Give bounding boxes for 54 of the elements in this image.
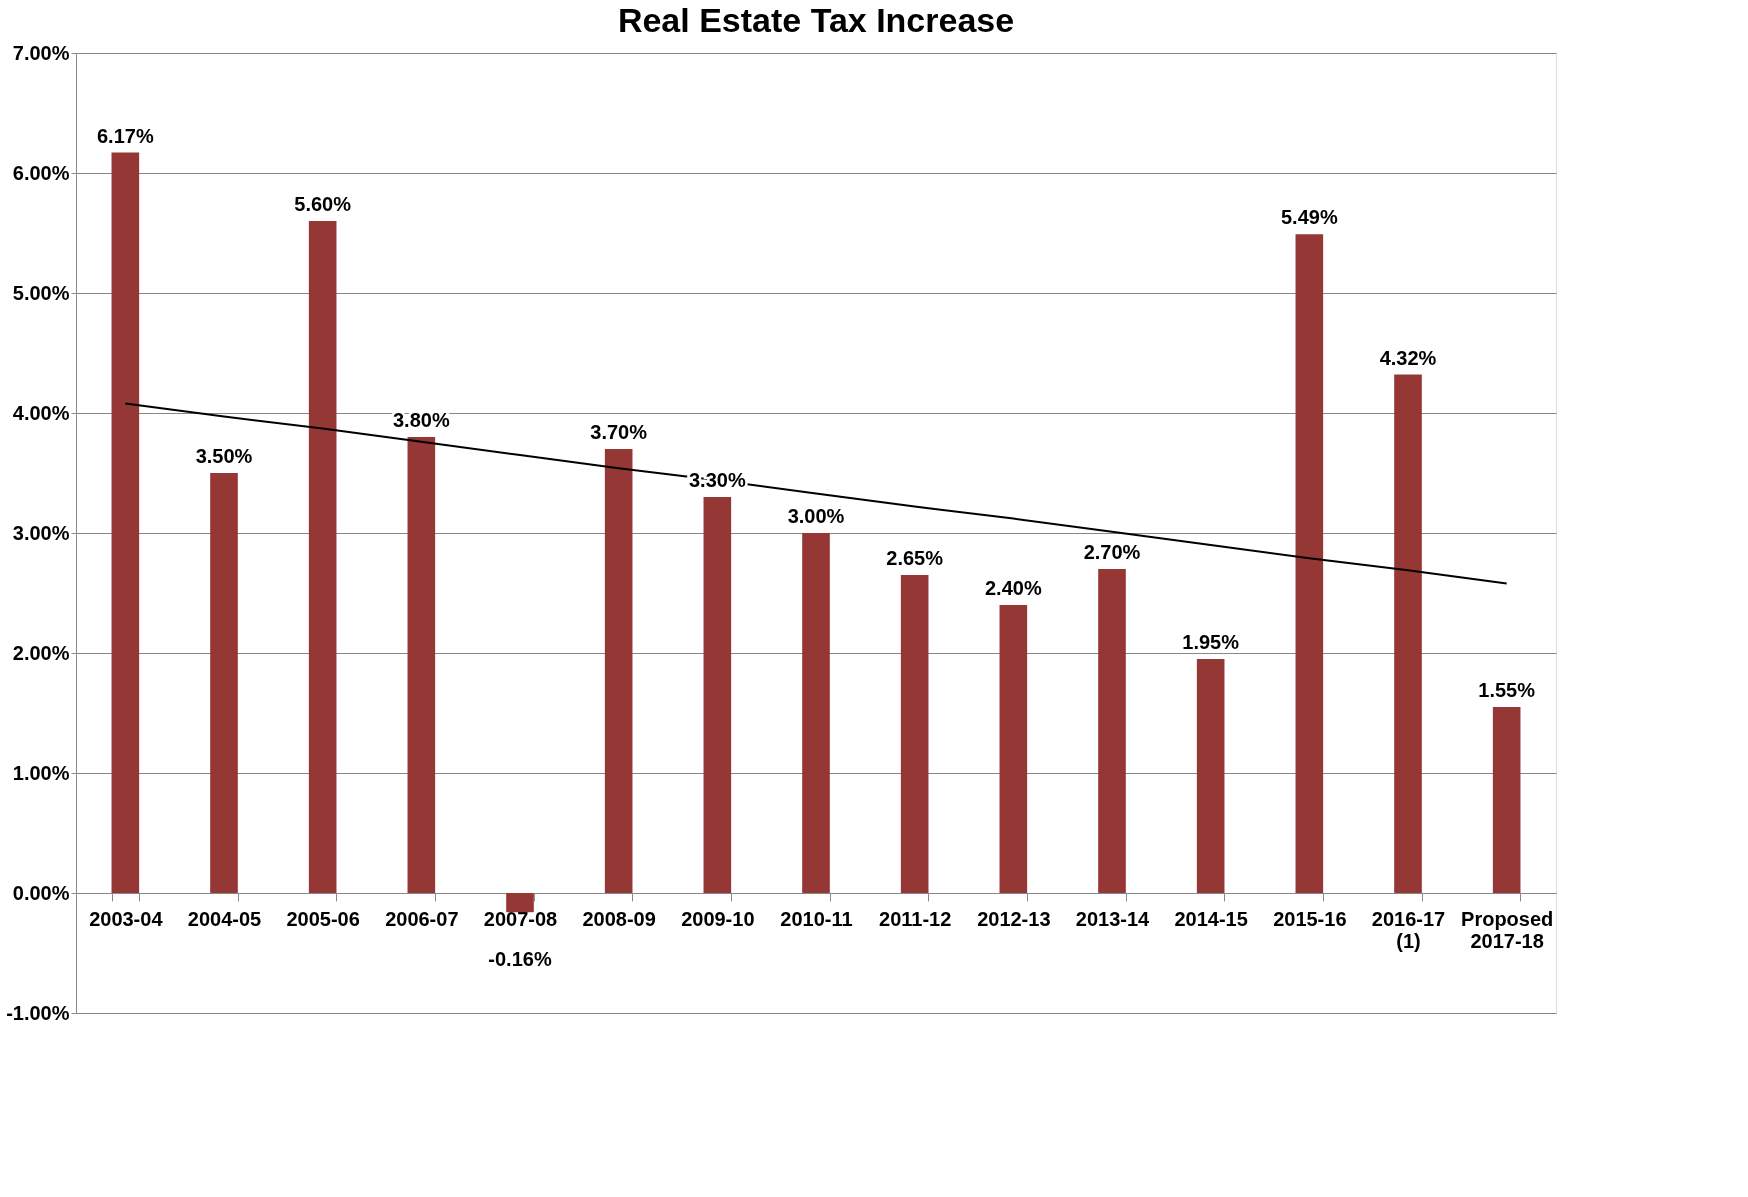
data-label: -0.16% [488,948,552,971]
chart-title: Real Estate Tax Increase [617,1,1015,39]
bar [1196,659,1225,893]
data-label: 2.65% [886,547,944,569]
x-tick-label: 2016-17 (1) [1371,907,1446,952]
bar [900,575,929,893]
x-tick-label: 2007-08 [483,907,558,930]
bar [1098,569,1126,893]
bar [111,152,140,893]
x-tick-label: 2013-14 [1075,907,1151,930]
x-tick-label: 2012-13 [977,907,1051,930]
x-tick-label: 2008-09 [582,907,656,930]
y-tick-label: 1.00% [12,761,70,784]
data-label: 3.70% [590,421,648,443]
y-tick-label: 7.00% [12,41,70,64]
data-label: 3.50% [195,445,253,467]
data-label: 1.95% [1182,631,1240,653]
x-tick-label: Proposed 2017-18 [1461,907,1554,952]
x-tick-label: 2009-10 [681,907,755,930]
x-tick-label: 2015-16 [1273,907,1347,930]
y-tick-label: 6.00% [12,161,70,184]
x-tick-label: 2006-07 [385,907,459,930]
bar [210,473,238,893]
data-label: 3.00% [787,505,845,527]
bar [703,497,732,893]
y-tick-label: 4.00% [12,401,70,424]
data-label: 2.40% [984,577,1042,599]
y-tick-label: 2.00% [12,641,70,664]
data-label: 1.55% [1478,679,1536,701]
data-label: 6.17% [96,124,154,147]
data-label: 5.60% [294,193,352,215]
y-tick-label: 5.00% [12,281,70,304]
bar [1295,234,1324,893]
data-label: 4.32% [1379,346,1437,369]
x-tick-label: 2004-05 [187,907,262,930]
x-tick-label: 2011-12 [879,907,952,930]
bar [802,533,830,893]
bar [1492,707,1521,893]
bar [604,449,633,893]
x-tick-label: 2005-06 [286,907,360,930]
data-label: 3.80% [392,409,450,431]
y-tick-label: 0.00% [12,881,70,904]
y-tick-label: -1.00% [6,1001,70,1024]
x-tick-label: 2014-15 [1174,907,1248,930]
data-label: 5.49% [1280,206,1338,229]
bar [1394,374,1422,893]
bar [506,893,534,913]
x-tick-label: 2010-11 [780,907,853,930]
x-tick-label: 2003-04 [89,907,164,930]
bar [999,605,1028,893]
data-label: 2.70% [1083,541,1141,563]
bar [308,221,337,893]
y-tick-label: 3.00% [12,521,70,544]
bar [407,437,436,893]
